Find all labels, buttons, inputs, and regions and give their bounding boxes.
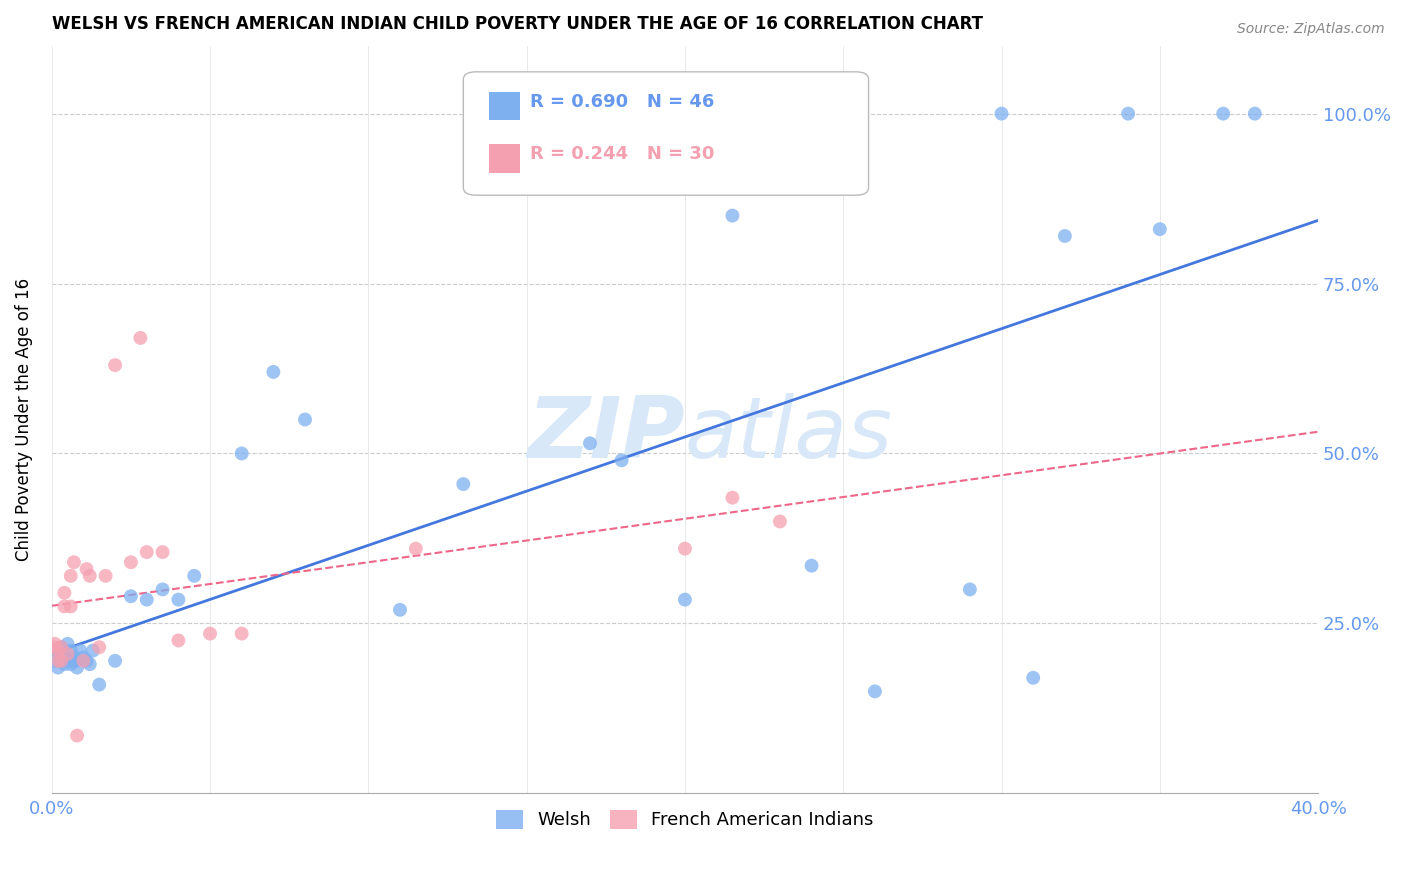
Text: atlas: atlas [685,393,893,476]
Point [610,453,633,467]
Point [231,626,253,640]
Point [167,633,190,648]
Point [63,650,86,665]
Point [44,640,66,655]
Point [990,106,1012,120]
Point [51,640,73,655]
Point [46,660,69,674]
Point [46,643,69,657]
Point [53,657,76,672]
Point [63,555,86,569]
Point [53,586,76,600]
Point [46,654,69,668]
Point [579,436,602,450]
Point [66,660,89,674]
Point [721,491,744,505]
Text: R = 0.244   N = 30: R = 0.244 N = 30 [530,145,714,163]
Point [152,545,174,559]
Point [66,654,89,668]
Point [51,640,73,655]
Point [51,654,73,668]
Point [135,545,157,559]
Point [72,650,94,665]
Text: ZIP: ZIP [527,393,685,476]
Point [388,603,411,617]
Point [46,643,69,657]
Point [800,558,823,573]
Point [89,640,111,655]
FancyBboxPatch shape [464,72,869,195]
Point [1212,106,1234,120]
Point [1149,222,1171,236]
Point [198,626,221,640]
Point [135,592,157,607]
Point [673,541,696,556]
Point [120,555,142,569]
Point [79,569,101,583]
Point [76,654,98,668]
Point [44,654,66,668]
Point [59,569,82,583]
Point [53,650,76,665]
Point [51,650,73,665]
Point [120,589,142,603]
Point [152,582,174,597]
Point [1116,106,1139,120]
Point [167,592,190,607]
Point [294,412,316,426]
Point [56,654,79,668]
Point [56,647,79,661]
Point [94,569,117,583]
Point [1022,671,1045,685]
Point [59,643,82,657]
FancyBboxPatch shape [489,92,520,120]
Point [76,562,98,576]
Point [959,582,981,597]
Point [69,643,91,657]
Point [104,654,127,668]
Point [183,569,205,583]
Legend: Welsh, French American Indians: Welsh, French American Indians [489,803,880,837]
Text: WELSH VS FRENCH AMERICAN INDIAN CHILD POVERTY UNDER THE AGE OF 16 CORRELATION CH: WELSH VS FRENCH AMERICAN INDIAN CHILD PO… [52,15,983,33]
Point [59,657,82,672]
Point [59,599,82,614]
Point [453,477,475,491]
Text: R = 0.690   N = 46: R = 0.690 N = 46 [530,93,714,111]
Point [82,643,104,657]
Point [673,592,696,607]
FancyBboxPatch shape [489,145,520,173]
Point [262,365,284,379]
Point [89,677,111,691]
Y-axis label: Child Poverty Under the Age of 16: Child Poverty Under the Age of 16 [15,278,32,561]
Point [79,657,101,672]
Point [721,209,744,223]
Point [56,637,79,651]
Point [63,654,86,668]
Point [104,358,127,372]
Text: Source: ZipAtlas.com: Source: ZipAtlas.com [1237,22,1385,37]
Point [769,515,792,529]
Point [1243,106,1265,120]
Point [44,637,66,651]
Point [72,654,94,668]
Point [1053,229,1076,244]
Point [66,729,89,743]
Point [405,541,427,556]
Point [53,599,76,614]
Point [129,331,152,345]
Point [863,684,886,698]
Point [231,446,253,460]
